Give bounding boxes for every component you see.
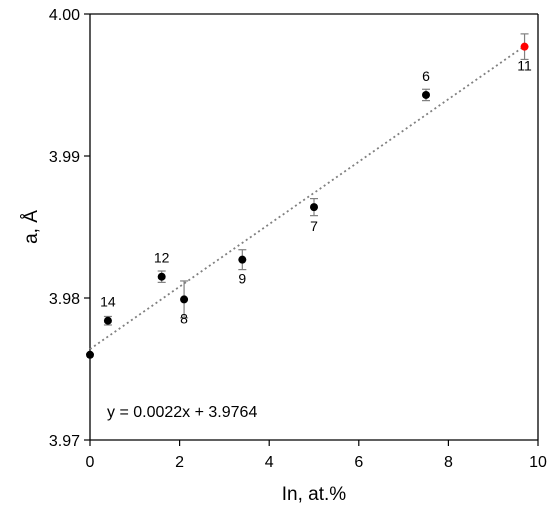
data-point bbox=[180, 295, 189, 304]
x-tick-label: 10 bbox=[529, 454, 547, 471]
trendline-equation: y = 0.0022x + 3.9764 bbox=[107, 404, 257, 421]
x-tick-label: 8 bbox=[444, 454, 453, 471]
x-axis-title: In, at.% bbox=[282, 484, 347, 505]
point-label: 12 bbox=[154, 250, 170, 266]
point-label: 14 bbox=[100, 294, 116, 310]
trendline bbox=[89, 45, 526, 350]
data-point bbox=[157, 272, 166, 281]
y-axis-title: a, Å bbox=[21, 210, 42, 244]
x-tick-label: 2 bbox=[175, 454, 184, 471]
point-label: 7 bbox=[310, 218, 318, 234]
data-point bbox=[520, 42, 529, 51]
data-point bbox=[422, 90, 430, 99]
y-tick-label: 4.00 bbox=[49, 7, 80, 24]
y-tick-label: 3.97 bbox=[49, 433, 80, 450]
point-label: 11 bbox=[517, 58, 532, 74]
point-label: 6 bbox=[422, 68, 430, 84]
data-point bbox=[310, 203, 318, 212]
data-point bbox=[86, 350, 94, 359]
data-point bbox=[238, 255, 247, 264]
point-labels: 14 12 8 9 7 6 11 bbox=[100, 58, 532, 327]
data-points bbox=[86, 42, 529, 359]
data-point bbox=[103, 316, 112, 325]
y-tick-label: 3.98 bbox=[49, 291, 80, 308]
x-tick-label: 4 bbox=[265, 454, 274, 471]
point-label: 9 bbox=[238, 271, 246, 287]
y-tick-label: 3.99 bbox=[49, 149, 80, 166]
error-bars bbox=[103, 33, 529, 326]
ticks-layer: 0 2 4 6 8 10 3.97 3.98 3.99 4.00 bbox=[49, 7, 547, 471]
x-tick-label: 0 bbox=[86, 454, 95, 471]
point-label: 8 bbox=[180, 310, 188, 326]
x-tick-label: 6 bbox=[354, 454, 363, 471]
